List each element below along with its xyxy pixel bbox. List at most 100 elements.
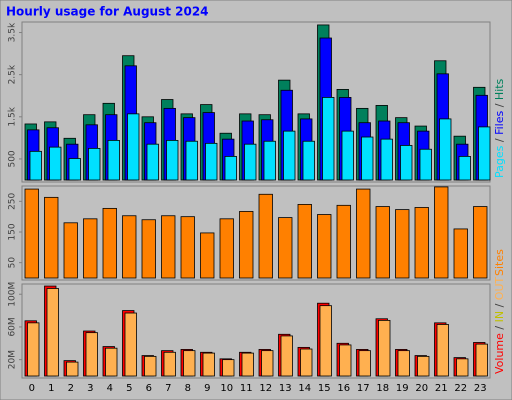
y-tick-label: 50 <box>8 257 18 269</box>
x-tick-label: 22 <box>454 383 467 394</box>
bar <box>244 143 257 181</box>
x-tick-label: 18 <box>376 383 389 394</box>
x-tick-label: 12 <box>259 383 272 394</box>
bar <box>127 113 140 181</box>
bar <box>66 361 79 377</box>
bar <box>27 322 40 377</box>
bar <box>336 204 351 279</box>
bar <box>414 207 429 279</box>
x-tick-label: 15 <box>318 383 331 394</box>
bar <box>107 139 120 181</box>
bar <box>436 324 449 377</box>
bar <box>478 126 491 181</box>
y-tick-label: 2.5k <box>8 64 18 84</box>
bar <box>473 206 488 279</box>
x-tick-label: 23 <box>474 383 487 394</box>
bar <box>456 358 469 377</box>
bar <box>105 347 118 377</box>
bar <box>322 97 335 181</box>
bar <box>124 312 137 377</box>
bar <box>458 156 471 181</box>
bar <box>339 344 352 377</box>
bar <box>166 139 179 181</box>
bar <box>356 188 371 279</box>
bar <box>224 156 237 181</box>
bar <box>283 130 296 181</box>
bar <box>419 148 432 181</box>
bar <box>200 232 215 279</box>
x-tick-label: 9 <box>204 383 210 394</box>
bar <box>395 209 410 279</box>
bar <box>49 146 62 181</box>
y-tick-label: 500 <box>8 150 18 167</box>
plot-area <box>21 283 491 379</box>
bar <box>185 140 198 181</box>
bar <box>122 215 137 279</box>
chart-title: Hourly usage for August 2024 <box>6 5 209 19</box>
bar <box>239 211 254 279</box>
x-tick-label: 19 <box>396 383 409 394</box>
bar <box>29 150 42 181</box>
bar <box>358 350 371 377</box>
bar <box>319 305 332 377</box>
x-tick-label: 20 <box>415 383 428 394</box>
legend-entry: Files <box>493 111 506 135</box>
bar <box>219 218 234 279</box>
bar <box>63 222 78 279</box>
bar <box>141 219 156 279</box>
bar <box>146 143 159 181</box>
y-tick-label: 20M <box>8 350 18 369</box>
bar <box>475 343 488 377</box>
bar <box>83 218 98 279</box>
bar <box>180 216 195 279</box>
bar <box>183 350 196 377</box>
bar <box>24 188 39 279</box>
bar <box>400 145 413 181</box>
x-tick-label: 21 <box>435 383 448 394</box>
x-tick-label: 13 <box>279 383 292 394</box>
x-tick-label: 8 <box>185 383 191 394</box>
bar <box>375 206 390 279</box>
x-tick-label: 2 <box>68 383 74 394</box>
legend-separator: / <box>493 135 506 146</box>
y-tick-label: 150 <box>8 223 18 240</box>
x-tick-label: 1 <box>48 383 54 394</box>
bar <box>258 193 273 279</box>
bar <box>222 359 235 377</box>
legend-separator: / <box>493 300 506 311</box>
bar <box>161 215 176 279</box>
legend-separator: / <box>493 322 506 333</box>
bar <box>341 130 354 181</box>
y-tick-label: 3.5k <box>8 22 18 42</box>
legend-entry: OUT <box>493 276 506 300</box>
y-tick-label: 250 <box>8 192 18 209</box>
legend-separator: / <box>493 100 506 111</box>
legend: Sites <box>493 249 506 276</box>
x-tick-label: 7 <box>165 383 171 394</box>
bar <box>163 351 176 377</box>
y-tick-label: 100M <box>8 282 18 307</box>
x-tick-label: 3 <box>87 383 93 394</box>
legend-entry: Hits <box>493 78 506 100</box>
bar <box>261 350 274 377</box>
bar <box>302 140 315 181</box>
x-tick-label: 11 <box>240 383 253 394</box>
legend: Pages / Files / Hits <box>493 78 506 178</box>
x-tick-label: 10 <box>220 383 233 394</box>
bar <box>44 196 59 279</box>
x-tick-label: 14 <box>298 383 311 394</box>
bar <box>144 355 157 377</box>
legend-entry: Volume <box>493 333 506 374</box>
legend: Volume / IN / OUT <box>493 276 506 374</box>
bar <box>417 355 430 377</box>
plot-area <box>21 185 491 281</box>
x-tick-label: 5 <box>126 383 132 394</box>
bar <box>300 348 313 377</box>
bar <box>241 352 254 377</box>
bar <box>397 350 410 377</box>
bar <box>453 228 468 279</box>
bar <box>434 186 449 279</box>
x-tick-label: 0 <box>29 383 35 394</box>
